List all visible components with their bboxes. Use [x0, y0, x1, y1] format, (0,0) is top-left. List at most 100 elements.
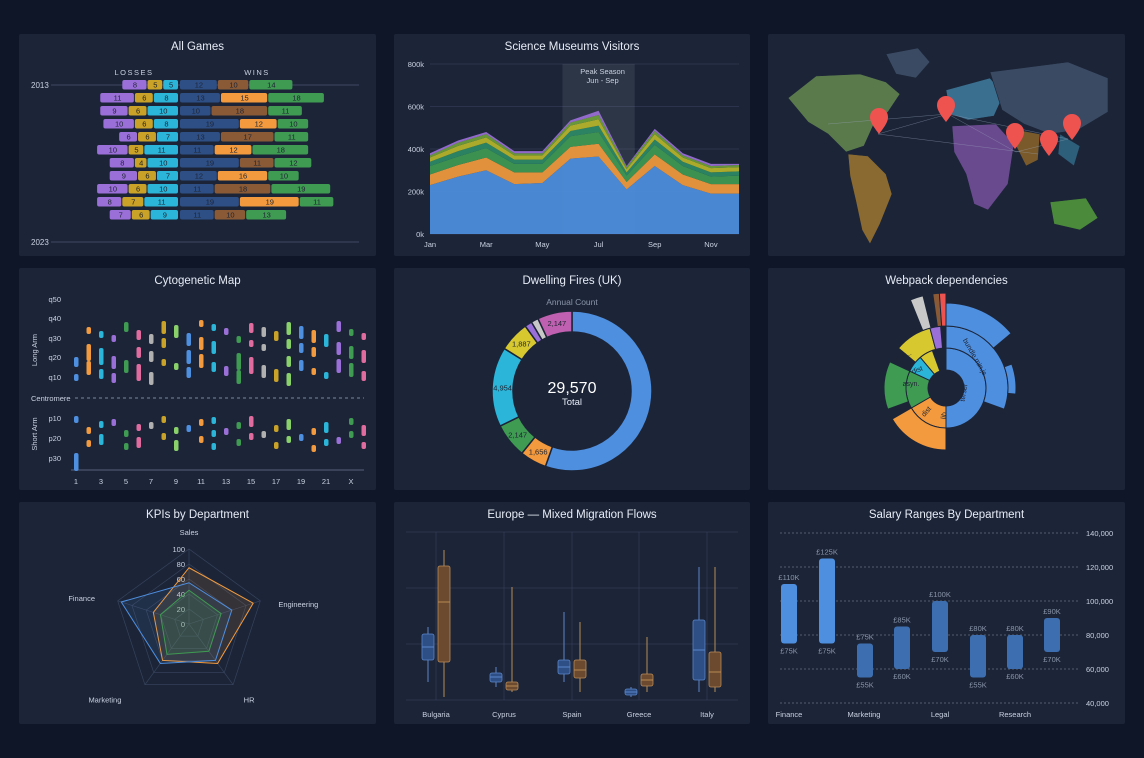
radar-grid	[117, 548, 261, 685]
bar-value: 6	[139, 210, 143, 219]
bar-value: 10	[229, 80, 237, 89]
y-tick-label: q50	[48, 295, 61, 304]
win-bar	[249, 80, 293, 90]
band-mark	[111, 356, 116, 369]
loss-bar	[109, 158, 134, 168]
bar-value: 10	[115, 119, 123, 128]
win-bar	[239, 197, 299, 207]
band-mark	[99, 421, 104, 428]
band-mark	[324, 422, 329, 429]
range-high-label: £85K	[893, 616, 911, 625]
x-tick-label: Research	[999, 710, 1031, 719]
kpis-radar-chart: 100 80 60 40 20 0 Sales Engineering HR Marketing F…	[68, 528, 318, 705]
band-mark	[161, 338, 166, 348]
loss-bar	[97, 145, 128, 155]
bar-value: 6	[145, 171, 149, 180]
loss-bar	[109, 171, 138, 181]
bar-value: 11	[253, 158, 261, 167]
band-mark	[249, 361, 254, 374]
loss-bar	[150, 210, 178, 220]
loss-bar	[138, 132, 156, 142]
land-shape	[989, 61, 1109, 135]
band-mark	[274, 331, 279, 341]
box-iqr	[708, 651, 722, 688]
sunburst-segment	[883, 361, 911, 410]
radar-grid	[145, 578, 233, 661]
win-bar	[220, 93, 268, 103]
salary-range-chart: 140,000 120,000 100,000 80,000 60,000 40,000 £…	[776, 529, 1113, 719]
win-bar	[214, 145, 252, 155]
x-tick-label: Bulgaria	[422, 710, 450, 719]
panel-fires: Dwelling Fires (UK) Annual Count 1,656 2,1…	[394, 268, 750, 490]
short-arm-label: Short Arm	[30, 417, 39, 450]
win-bar	[268, 171, 299, 181]
band-mark	[86, 327, 91, 334]
bar-value: 13	[196, 132, 204, 141]
radar-tick-label: 40	[177, 590, 185, 599]
win-bar	[180, 197, 239, 207]
loss-bar	[131, 210, 150, 220]
loss-bar	[147, 158, 178, 168]
bar-value: 18	[236, 106, 244, 115]
range-low-label: £55K	[856, 681, 874, 690]
band-mark	[99, 369, 104, 379]
band-mark	[186, 371, 191, 378]
bar-value: 11	[114, 93, 122, 102]
bar-value: 7	[166, 132, 170, 141]
range-low-label: £70K	[931, 655, 949, 664]
win-bar	[239, 158, 274, 168]
y-tick-label: 0k	[416, 230, 424, 239]
loss-bar	[147, 80, 163, 90]
band-mark	[324, 439, 329, 446]
y-tick-label: 600k	[408, 103, 425, 112]
range-bar	[932, 601, 948, 652]
range-low-label: £60K	[1006, 672, 1024, 681]
land-shape	[951, 123, 1015, 211]
band-mark	[286, 339, 291, 349]
y-tick-label: p30	[48, 454, 61, 463]
bar-value: 19	[266, 197, 274, 206]
loss-bar	[128, 106, 147, 116]
band-mark	[99, 331, 104, 338]
x-tick-label: Italy	[700, 710, 714, 719]
loss-bar	[163, 80, 178, 90]
wins-label: WINS	[244, 68, 270, 77]
webpack-sunburst: terserlibdistbundle.min.jsdistasyn.dista…	[883, 292, 1017, 451]
cytogenetic-chart: q50 q40 q30 q20 q10 p10 p20 p30 Long Arm Short Ar…	[30, 295, 366, 486]
sunburst-segment	[945, 302, 1012, 349]
win-bar	[271, 184, 331, 194]
band-mark	[311, 347, 316, 357]
win-bar	[217, 171, 268, 181]
win-bar	[180, 210, 214, 220]
bar-value: 5	[153, 80, 157, 89]
win-bar	[246, 210, 287, 220]
bar-value: 11	[193, 210, 201, 219]
band-mark	[99, 352, 104, 365]
land-shape	[847, 153, 893, 245]
loss-bar	[144, 197, 178, 207]
x-tick-label: 17	[272, 477, 280, 486]
radar-tick-label: 80	[177, 560, 185, 569]
bar-value: 8	[164, 93, 168, 102]
band-mark	[161, 359, 166, 366]
y-tick-label: q40	[48, 314, 61, 323]
band-mark	[336, 342, 341, 355]
band-mark	[286, 322, 291, 335]
long-arm-label: Long Arm	[30, 334, 39, 366]
band-mark	[86, 348, 91, 361]
donut-total: 29,570	[548, 380, 597, 397]
slice-label: 1,656	[529, 448, 548, 457]
x-tick-label: May	[535, 240, 549, 249]
radar-axis-label: Engineering	[278, 600, 318, 609]
panel-kpis: KPIs by Department 100 80 60 40 20 0 Sales Engi…	[19, 502, 376, 724]
band-mark	[111, 419, 116, 426]
loss-bar	[134, 119, 153, 129]
x-tick-label: 19	[297, 477, 305, 486]
band-mark	[149, 334, 154, 344]
win-bar	[277, 119, 309, 129]
loss-bar	[97, 184, 128, 194]
range-high-label: £75K	[856, 633, 874, 642]
slice-label: 2,147	[508, 430, 527, 439]
land-shape	[1057, 133, 1081, 167]
donut-slice	[536, 310, 573, 339]
